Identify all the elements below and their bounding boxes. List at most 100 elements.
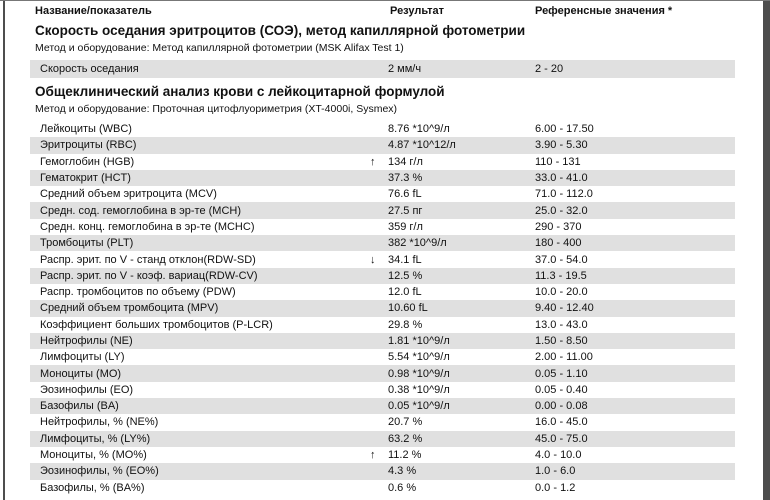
row-result: 4.3 % [388,465,417,478]
row-result: 10.60 fL [388,302,428,315]
row-name: Средн. конц. гемоглобина в эр-те (MCHC) [40,220,255,233]
flag-up-arrow-icon: ↑ [370,449,376,462]
row-result: 382 *10^9/л [388,237,447,250]
column-header-reference: Референсные значения * [535,5,673,17]
row-name: Лейкоциты (WBC) [40,123,132,136]
report-sections: Скорость оседания эритроцитов (СОЭ), мет… [0,23,760,496]
row-result: 0.05 *10^9/л [388,400,450,413]
row-name: Коэффициент больших тромбоцитов (P-LCR) [40,318,273,331]
section-rows: Скорость оседания 2 мм/ч 2 - 20 [30,60,735,78]
row-result: 37.3 % [388,172,423,185]
table-header-row: Название/показатель Результат Референсны… [35,1,760,17]
row-reference: 0.00 - 0.08 [535,400,588,413]
section-rows: Лейкоциты (WBC) 8.76 *10^9/л 6.00 - 17.5… [30,121,735,496]
row-result: 134 г/л [388,155,423,168]
table-row: Моноциты (MO) 0.98 *10^9/л 0.05 - 1.10 [30,365,735,382]
row-result: 0.98 *10^9/л [388,367,450,380]
row-reference: 0.05 - 1.10 [535,367,588,380]
section-method: Метод и оборудование: Метод капиллярной … [35,42,404,54]
row-reference: 1.50 - 8.50 [535,335,588,347]
row-name: Лимфоциты, % (LY%) [40,432,151,445]
table-row: Эозинофилы, % (EO%) 4.3 % 1.0 - 6.0 [30,463,735,480]
section-title: Скорость оседания эритроцитов (СОЭ), мет… [35,23,526,38]
table-row: Нейтрофилы, % (NE%) 20.7 % 16.0 - 45.0 [30,414,735,430]
row-reference: 4.0 - 10.0 [535,449,582,462]
flag-down-arrow-icon: ↓ [370,253,376,266]
row-name: Средний объем эритроцита (MCV) [40,188,217,201]
table-row: Средний объем эритроцита (MCV) 76.6 fL 7… [30,186,735,202]
row-result: 5.54 *10^9/л [388,351,450,364]
row-result: 0.38 *10^9/л [388,383,450,396]
row-reference: 25.0 - 32.0 [535,204,588,217]
table-row: Средний объем тромбоцита (MPV) 10.60 fL … [30,300,735,317]
table-row: Базофилы, % (BA%) 0.6 % 0.0 - 1.2 [30,480,735,496]
row-reference: 0.0 - 1.2 [535,481,576,494]
section-title: Общеклинический анализ крови с лейкоцита… [35,84,445,99]
row-name: Базофилы (BA) [40,400,119,413]
table-row: Средн. сод. гемоглобина в эр-те (MCH) 27… [30,202,735,219]
row-name: Нейтрофилы (NE) [40,335,133,347]
row-reference: 2 - 20 [535,63,564,75]
row-result: 34.1 fL [388,253,422,266]
row-name: Распр. эрит. по V - коэф. вариац(RDW-CV) [40,269,258,282]
row-name: Гемоглобин (HGB) [40,155,135,168]
table-row: Средн. конц. гемоглобина в эр-те (MCHC) … [30,219,735,235]
report-content: Название/показатель Результат Референсны… [0,1,760,496]
table-row: Скорость оседания 2 мм/ч 2 - 20 [30,60,735,78]
row-name: Эритроциты (RBC) [40,139,137,152]
row-reference: 45.0 - 75.0 [535,432,588,445]
table-row: Гематокрит (HCT) 37.3 % 33.0 - 41.0 [30,169,735,187]
row-name: Распр. эрит. по V - станд отклон(RDW-SD) [40,253,256,266]
report-section: Скорость оседания эритроцитов (СОЭ), мет… [0,23,760,78]
table-row: Распр. эрит. по V - коэф. вариац(RDW-CV)… [30,267,735,284]
row-result: 8.76 *10^9/л [388,123,450,136]
row-result: 63.2 % [388,432,423,445]
section-method: Метод и оборудование: Проточная цитофлуо… [35,103,398,115]
row-name: Распр. тромбоцитов по объему (PDW) [40,286,236,299]
table-row: Тромбоциты (PLT) 382 *10^9/л 180 - 400 [30,235,735,252]
table-row: Распр. тромбоцитов по объему (PDW) 12.0 … [30,284,735,300]
row-reference: 9.40 - 12.40 [535,302,594,315]
table-row: Моноциты, % (MO%) ↑ 11.2 % 4.0 - 10.0 [30,447,735,463]
table-row: Лимфоциты (LY) 5.54 *10^9/л 2.00 - 11.00 [30,349,735,365]
row-name: Нейтрофилы, % (NE%) [40,416,159,429]
window-left-border [3,1,5,500]
row-name: Тромбоциты (PLT) [40,237,134,250]
table-row: Эозинофилы (EO) 0.38 *10^9/л 0.05 - 0.40 [30,382,735,398]
row-name: Средн. сод. гемоглобина в эр-те (MCH) [40,204,242,217]
row-reference: 290 - 370 [535,220,582,233]
table-row: Эритроциты (RBC) 4.87 *10^12/л 3.90 - 5.… [30,137,735,154]
row-reference: 10.0 - 20.0 [535,286,588,299]
row-reference: 11.3 - 19.5 [535,269,587,282]
row-reference: 71.0 - 112.0 [535,188,593,201]
row-reference: 0.05 - 0.40 [535,383,588,396]
row-reference: 1.0 - 6.0 [535,465,576,478]
report-section: Общеклинический анализ крови с лейкоцита… [0,84,760,496]
row-result: 76.6 fL [388,188,422,201]
row-reference: 16.0 - 45.0 [535,416,588,429]
row-result: 0.6 % [388,481,417,494]
table-row: Базофилы (BA) 0.05 *10^9/л 0.00 - 0.08 [30,398,735,415]
row-name: Средний объем тромбоцита (MPV) [40,302,219,315]
row-reference: 13.0 - 43.0 [535,318,588,331]
flag-up-arrow-icon: ↑ [370,155,376,168]
row-name: Базофилы, % (BA%) [40,481,145,494]
row-result: 11.2 % [388,449,422,462]
row-result: 1.81 *10^9/л [388,335,450,347]
row-result: 12.5 % [388,269,423,282]
table-row: Распр. эрит. по V - станд отклон(RDW-SD)… [30,251,735,267]
vertical-scrollbar[interactable] [763,1,770,500]
table-row: Лимфоциты, % (LY%) 63.2 % 45.0 - 75.0 [30,430,735,447]
column-header-result: Результат [390,5,445,17]
row-result: 359 г/л [388,220,423,233]
row-reference: 6.00 - 17.50 [535,123,594,136]
table-row: Лейкоциты (WBC) 8.76 *10^9/л 6.00 - 17.5… [30,121,735,137]
row-result: 12.0 fL [388,286,422,299]
row-reference: 3.90 - 5.30 [535,139,588,152]
row-reference: 37.0 - 54.0 [535,253,588,266]
table-row: Нейтрофилы (NE) 1.81 *10^9/л 1.50 - 8.50 [30,332,735,350]
row-name: Эозинофилы, % (EO%) [40,465,159,478]
table-row: Коэффициент больших тромбоцитов (P-LCR) … [30,317,735,333]
row-result: 20.7 % [388,416,423,429]
